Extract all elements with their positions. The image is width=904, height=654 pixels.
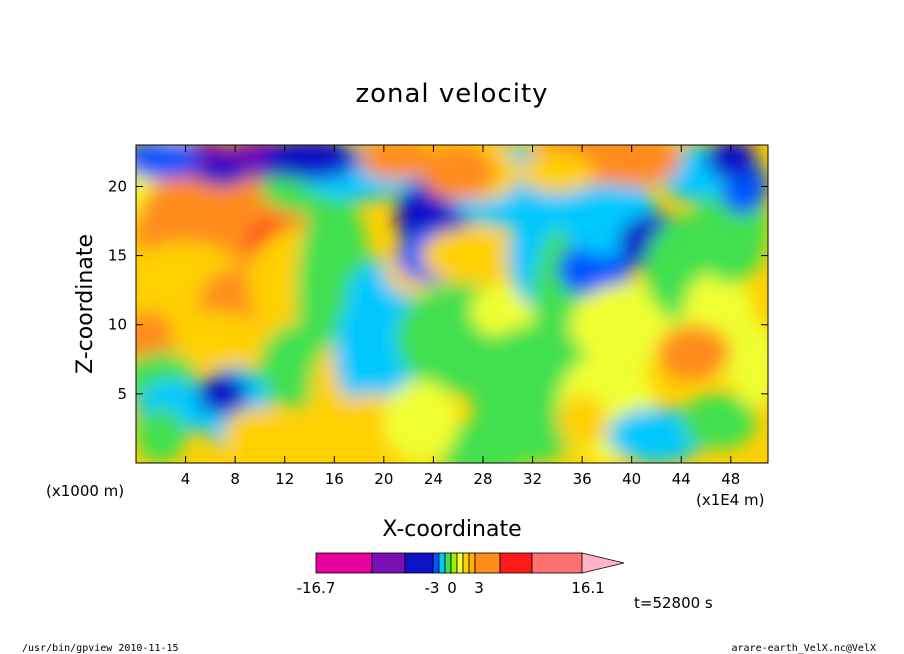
- y-scale-label: (x1000 m): [46, 482, 124, 500]
- plot-area: [136, 145, 768, 463]
- x-tick-label: 28: [473, 470, 492, 488]
- x-tick-label: 40: [622, 470, 641, 488]
- colorbar-tick-label: -3: [425, 579, 440, 597]
- x-axis-label: X-coordinate: [382, 517, 521, 542]
- colorbar-segment: [438, 552, 446, 574]
- field-region: [606, 407, 707, 463]
- x-tick-label: 4: [181, 470, 191, 488]
- y-axis: 5 10 15 20: [108, 177, 768, 403]
- field-region: [359, 145, 434, 180]
- field-region: [557, 241, 632, 298]
- x-tick-label: 20: [374, 470, 393, 488]
- colorbar-segment: [371, 552, 406, 574]
- colorbar-tick-label: 3: [474, 579, 484, 597]
- field-region: [681, 393, 756, 450]
- field-region: [706, 145, 756, 180]
- colorbar-segment: [450, 552, 458, 574]
- colorbar-segment: [456, 552, 464, 574]
- colorbar-segment: [468, 552, 476, 574]
- x-tick-label: 44: [672, 470, 691, 488]
- colorbar-segment: [315, 552, 373, 574]
- x-tick-label: 24: [424, 470, 443, 488]
- field-region: [136, 145, 198, 180]
- velocity-field: [136, 145, 768, 463]
- x-tick-label: 36: [573, 470, 592, 488]
- x-tick-label: 8: [230, 470, 240, 488]
- colorbar-segment: [432, 552, 440, 574]
- y-axis-label: Z-coordinate: [73, 234, 98, 374]
- field-region: [520, 151, 595, 194]
- colorbar-tick-labels: -16.7 -3 0 3 16.1: [297, 579, 605, 597]
- field-region: [148, 310, 273, 367]
- time-label: t=52800 s: [634, 594, 713, 612]
- colorbar-tick-label: 16.1: [571, 579, 604, 597]
- field-region: [222, 407, 298, 463]
- colorbar-segment: [404, 552, 434, 574]
- colorbar-segment: [462, 552, 470, 574]
- x-tick-label: 16: [325, 470, 344, 488]
- x-axis: 4 8 12 16 20 24 28 32 36 40 44 48: [181, 145, 740, 488]
- chart-title: zonal velocity: [355, 79, 548, 109]
- field-region: [136, 407, 186, 463]
- plot-frame: [135, 144, 769, 464]
- colorbar-segment: [499, 552, 533, 574]
- colorbar-tick-label: 0: [447, 579, 457, 597]
- field-region: [383, 380, 459, 463]
- footer-right: arare-earth_VelX.nc@VelX: [732, 643, 877, 654]
- x-tick-label: 48: [721, 470, 740, 488]
- field-region: [142, 186, 205, 242]
- x-scale-label: (x1E4 m): [696, 491, 765, 509]
- footer-left: /usr/bin/gpview 2010-11-15: [22, 643, 179, 654]
- x-tick-label: 32: [523, 470, 542, 488]
- field-region: [433, 421, 533, 463]
- y-tick-label: 15: [108, 247, 127, 265]
- field-region: [197, 158, 248, 187]
- y-tick-label: 20: [108, 177, 127, 195]
- colorbar-tick-label: -16.7: [297, 579, 336, 597]
- field-region: [656, 331, 707, 374]
- y-tick-label: 5: [117, 385, 127, 403]
- field-region: [197, 373, 248, 415]
- x-tick-label: 12: [275, 470, 294, 488]
- colorbar-segment: [531, 552, 583, 574]
- field-region: [421, 145, 496, 201]
- colorbar-segment: [444, 552, 452, 574]
- colorbar: [315, 552, 625, 574]
- field-region: [259, 145, 360, 180]
- field-region: [730, 324, 768, 408]
- colorbar-segment: [474, 552, 501, 574]
- field-region: [136, 310, 174, 367]
- y-tick-label: 10: [108, 316, 127, 334]
- colorbar-arrow: [581, 552, 625, 574]
- field-region: [557, 393, 607, 450]
- field-region: [421, 227, 521, 284]
